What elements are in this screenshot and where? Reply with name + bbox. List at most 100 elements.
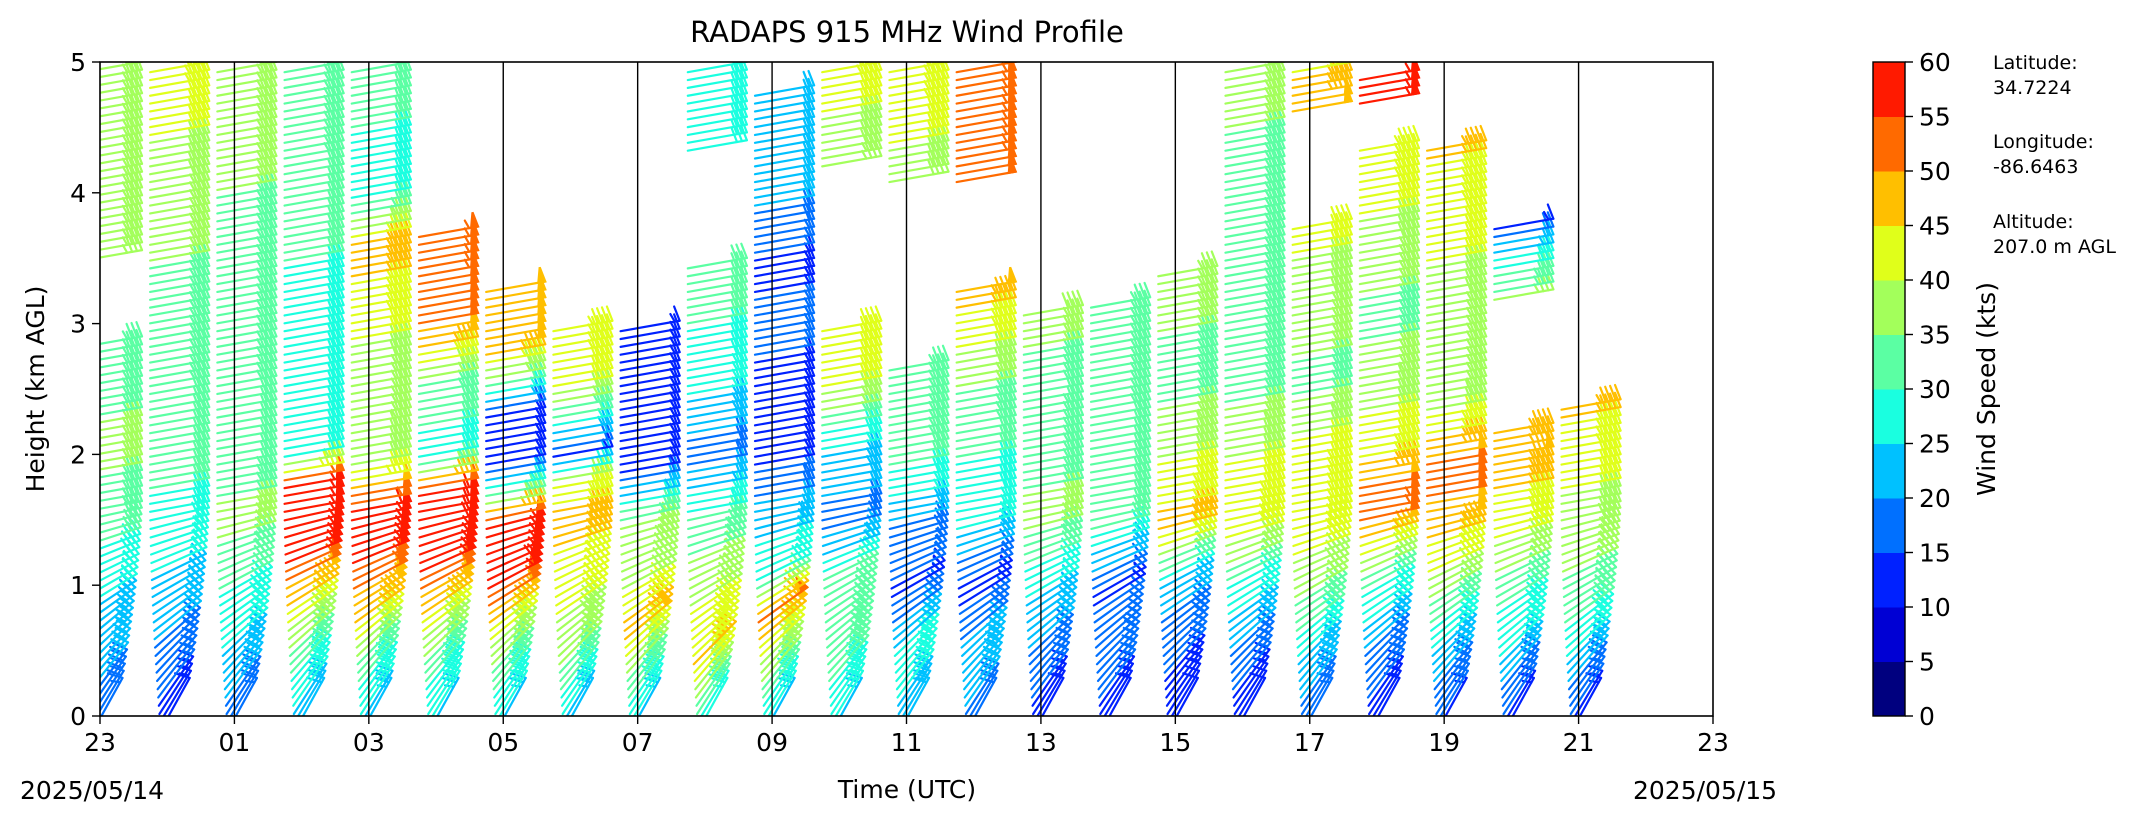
y-axis-label: Height (km AGL) (21, 286, 50, 493)
colorbar-segment (1873, 280, 1905, 335)
colorbar-tick-label: 40 (1919, 266, 1951, 295)
y-tick-label: 5 (70, 48, 86, 77)
wind-barb (1291, 430, 1353, 458)
wind-barb (1364, 612, 1410, 666)
wind-profile (1358, 62, 1421, 716)
wind-profile (485, 266, 547, 716)
altitude-value: 207.0 m AGL (1993, 236, 2116, 258)
wind-barb (490, 597, 538, 649)
wind-barb (490, 604, 537, 657)
colorbar-segment (1873, 607, 1905, 662)
wind-barb (423, 612, 469, 666)
colorbar-tick-label: 10 (1919, 593, 1951, 622)
wind-barb (1364, 604, 1410, 657)
wind-barb (1291, 62, 1353, 74)
wind-barb (149, 62, 211, 74)
wind-barb (1432, 619, 1476, 674)
colorbar-segment (1873, 498, 1905, 553)
y-tick-label: 0 (70, 702, 86, 731)
colorbar-tick-label: 30 (1919, 375, 1951, 404)
wind-barb (1027, 597, 1075, 649)
colorbar-segment (1873, 552, 1905, 608)
wind-barb (827, 619, 871, 674)
wind-profile (1291, 62, 1354, 716)
x-tick-label: 21 (1563, 728, 1595, 757)
wind-barb (288, 597, 336, 649)
wind-profile (1022, 289, 1085, 716)
wind-barb (888, 62, 950, 74)
chart-title: RADAPS 915 MHz Wind Profile (690, 15, 1124, 49)
wind-barb (827, 612, 872, 666)
date-right: 2025/05/15 (1633, 776, 1777, 805)
date-left: 2025/05/14 (20, 776, 164, 805)
wind-barb (423, 604, 470, 657)
wind-profile (1157, 250, 1219, 716)
x-tick-label: 03 (353, 728, 385, 757)
colorbar-tick-label: 15 (1919, 539, 1951, 568)
wind-barb (1022, 289, 1085, 317)
colorbar: 0 5 10 15 20 25 30 35 40 45 50 55 60 (1872, 48, 1951, 731)
wind-barb (100, 62, 144, 71)
wind-profile (100, 62, 144, 716)
colorbar-tick-label: 55 (1919, 103, 1951, 132)
wind-profile (149, 62, 211, 716)
wind-barb (1425, 368, 1488, 396)
x-tick-label: 11 (891, 728, 923, 757)
wind-barb (216, 305, 278, 333)
y-tick-label: 3 (70, 310, 86, 339)
y-axis-ticks: 0 1 2 3 4 5 (70, 48, 100, 731)
colorbar-tick-label: 45 (1919, 212, 1951, 241)
x-tick-label: 09 (756, 728, 788, 757)
colorbar-segment (1873, 443, 1905, 499)
wind-barbs (100, 62, 1622, 716)
wind-barb (1560, 383, 1622, 411)
colorbar-segment (1873, 171, 1905, 226)
wind-barb (1224, 195, 1286, 223)
y-tick-label: 4 (70, 179, 86, 208)
x-tick-label: 17 (1294, 728, 1326, 757)
wind-barb (1430, 590, 1479, 641)
wind-profile (686, 62, 748, 716)
wind-barb (153, 597, 202, 649)
wind-barb (485, 266, 547, 294)
colorbar-tick-label: 35 (1919, 321, 1951, 350)
wind-barb (960, 597, 1008, 649)
wind-profile (552, 305, 614, 716)
latitude-label: Latitude: (1993, 52, 2078, 74)
wind-profile (283, 62, 346, 716)
y-tick-label: 1 (70, 571, 86, 600)
wind-barb (1162, 597, 1210, 649)
wind-barb (955, 336, 1017, 364)
x-axis-label: Time (UTC) (837, 775, 976, 804)
station-info: Latitude: 34.7224 Longitude: -86.6463 Al… (1993, 52, 2116, 258)
wind-barb (955, 62, 1018, 74)
colorbar-label: Wind Speed (kts) (1972, 282, 2001, 496)
wind-barb (350, 62, 412, 74)
longitude-label: Longitude: (1993, 131, 2094, 153)
colorbar-tick-label: 25 (1919, 430, 1951, 459)
wind-profile (821, 62, 883, 716)
longitude-value: -86.6463 (1993, 156, 2078, 178)
wind-barb (1224, 62, 1286, 74)
wind-barb (422, 597, 470, 649)
wind-barb (1358, 62, 1421, 82)
x-tick-label: 23 (1697, 728, 1729, 757)
wind-barb (1224, 313, 1286, 341)
colorbar-tick-label: 60 (1919, 48, 1951, 77)
wind-barb (1157, 250, 1219, 278)
x-tick-label: 01 (219, 728, 251, 757)
wind-profile (753, 69, 816, 716)
wind-barb (557, 597, 605, 649)
colorbar-segment (1873, 116, 1905, 172)
wind-barb (1229, 604, 1276, 657)
wind-barb (821, 62, 883, 74)
wind-barb (686, 62, 748, 74)
wind-barb (552, 305, 614, 333)
wind-barb (960, 604, 1007, 657)
x-tick-label: 13 (1025, 728, 1057, 757)
wind-profile (216, 62, 278, 716)
colorbar-tick-label: 5 (1919, 648, 1935, 677)
wind-barb (1028, 612, 1073, 666)
wind-profile (955, 62, 1018, 716)
colorbar-tick-label: 50 (1919, 157, 1951, 186)
